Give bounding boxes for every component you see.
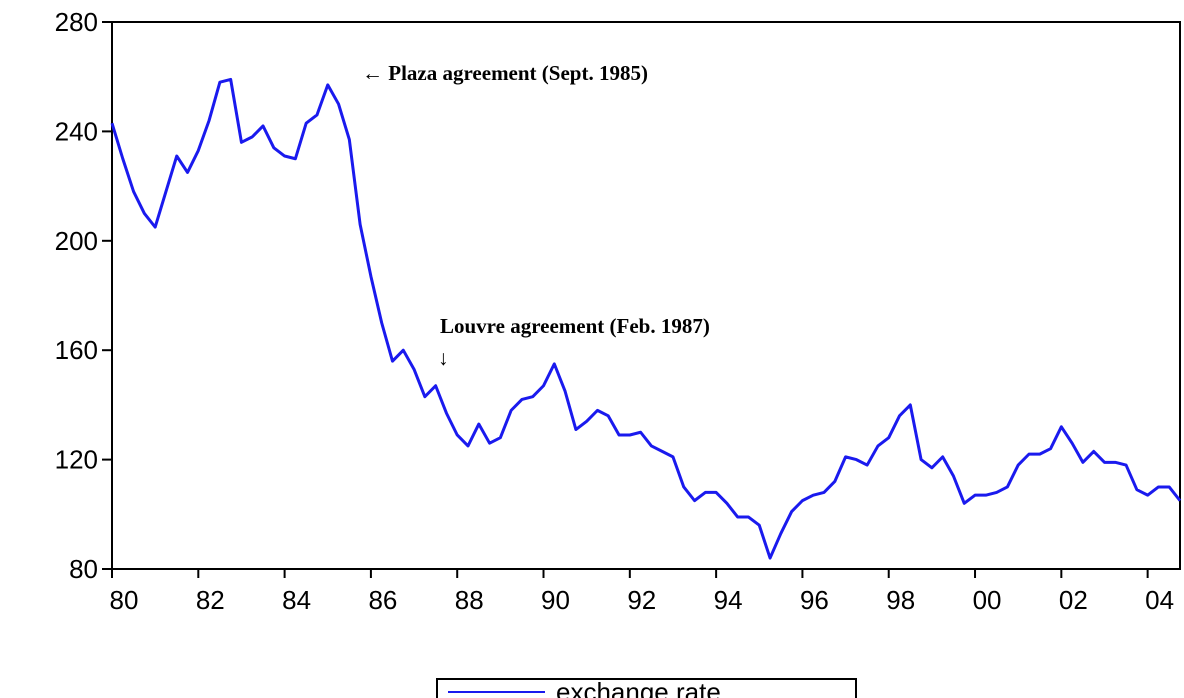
legend-label: exchange rate [556,677,721,698]
x-tick-label: 82 [196,585,225,615]
annotation: Louvre agreement (Feb. 1987) [440,314,710,338]
y-tick-label: 120 [55,445,98,475]
y-tick-label: 200 [55,226,98,256]
x-tick-label: 92 [627,585,656,615]
legend [436,678,857,698]
x-tick-label: 04 [1145,585,1174,615]
x-tick-label: 96 [800,585,829,615]
x-tick-label: 90 [541,585,570,615]
x-tick-label: 94 [714,585,743,615]
annotation: ↓ [438,346,449,370]
annotation: ← Plaza agreement (Sept. 1985) [362,61,648,85]
x-tick-label: 98 [886,585,915,615]
y-tick-label: 240 [55,116,98,146]
x-tick-label: 00 [973,585,1002,615]
x-tick-label: 88 [455,585,484,615]
plot-frame [111,21,1181,570]
y-tick-label: 80 [69,554,98,584]
y-tick-label: 280 [55,7,98,37]
x-tick-label: 02 [1059,585,1088,615]
x-tick-label: 80 [110,585,139,615]
x-tick-label: 86 [368,585,397,615]
data-line [110,77,1182,560]
x-tick-label: 84 [282,585,311,615]
y-tick-label: 160 [55,335,98,365]
